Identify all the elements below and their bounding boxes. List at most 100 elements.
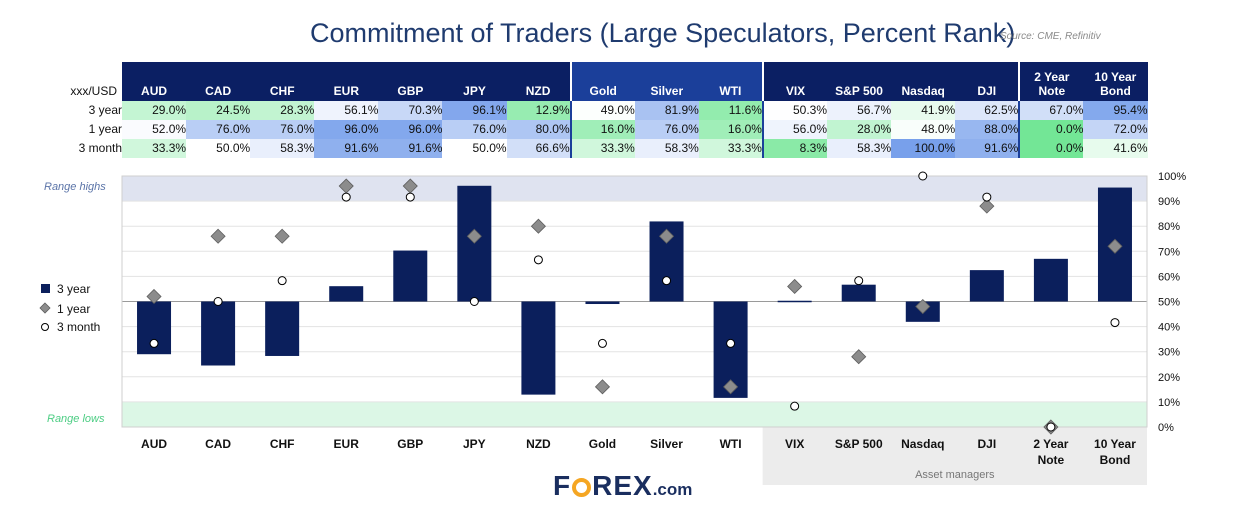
table-cell: 80.0%	[506, 120, 571, 139]
column-header: Nasdaq	[891, 62, 956, 101]
table-cell: 29.0%	[122, 101, 187, 120]
y-tick-label: 40%	[1158, 322, 1180, 334]
x-tick-label: Silver	[650, 437, 683, 451]
marker-3-month	[726, 338, 736, 348]
table-cell: 62.5%	[955, 101, 1020, 120]
x-tick-label: Nasdaq	[901, 437, 944, 451]
range-lows-label: Range lows	[47, 413, 105, 425]
asset-managers-label: Asset managers	[915, 469, 995, 481]
marker-3-month	[662, 276, 672, 286]
table-cell: 76.0%	[634, 120, 699, 139]
x-tick-label: EUR	[334, 437, 360, 451]
forex-logo: F REX.com	[553, 470, 693, 501]
row-label: 1 year	[88, 122, 122, 136]
marker-1-year	[146, 288, 162, 305]
bar-3-year	[201, 301, 236, 366]
table-cell: 96.0%	[378, 120, 443, 139]
table-cell: 70.3%	[378, 101, 443, 120]
x-tick-label: 10 Year	[1094, 437, 1136, 451]
y-tick-label: 100%	[1158, 171, 1186, 183]
column-header: WTI	[698, 62, 763, 101]
y-tick-label: 0%	[1158, 422, 1174, 434]
marker-3-month	[277, 276, 287, 286]
bar-3-year	[777, 300, 812, 303]
table-cell: 76.0%	[442, 120, 507, 139]
chart-title: Commitment of Traders (Large Speculators…	[310, 18, 1016, 48]
legend-swatch-3-month	[41, 323, 49, 331]
table-cell: 56.0%	[761, 120, 828, 139]
marker-3-month	[149, 338, 159, 348]
marker-3-month	[405, 192, 415, 202]
table-cell: 66.6%	[506, 139, 571, 158]
marker-1-year	[530, 218, 546, 234]
table-cell: 8.3%	[761, 139, 828, 158]
y-tick-label: 30%	[1158, 347, 1180, 359]
bar-3-year	[329, 286, 364, 302]
column-header: DJI	[955, 62, 1020, 101]
column-header: Gold	[569, 62, 635, 101]
table-row: 1 year 52.0% 76.0% 76.0% 96.0% 96.0% 76.0% 80.0…	[64, 120, 1148, 139]
marker-1-year	[915, 298, 931, 315]
marker-1-year	[787, 278, 803, 295]
table-cell: 88.0%	[955, 120, 1020, 139]
marker-1-year	[594, 379, 611, 395]
table-cell: 96.1%	[442, 101, 507, 120]
marker-1-year	[723, 379, 739, 395]
x-tick-label: WTI	[720, 437, 742, 451]
table-corner-label: xxx/USD	[64, 62, 122, 101]
marker-3-month	[790, 401, 800, 411]
table-cell: 56.1%	[314, 101, 379, 120]
column-header: GBP	[378, 62, 443, 101]
table-cell: 33.3%	[122, 139, 187, 158]
bar-3-year	[393, 250, 428, 302]
marker-3-month	[469, 297, 479, 306]
x-tick-label: Note	[1038, 453, 1065, 467]
table-cell: 49.0%	[569, 101, 635, 120]
range-highs-band	[122, 176, 1147, 202]
x-tick-label: Bond	[1100, 453, 1131, 467]
table-cell: 41.6%	[1083, 139, 1148, 158]
table-cell: 16.0%	[698, 120, 763, 139]
bar-3-year	[1033, 258, 1068, 302]
column-header: EUR	[314, 62, 379, 101]
marker-3-month	[1046, 422, 1056, 432]
column-header: 2 Year Note	[1018, 62, 1084, 101]
column-header: VIX	[761, 62, 828, 101]
table-cell: 58.3%	[634, 139, 699, 158]
legend-label: 1 year	[57, 302, 90, 316]
marker-1-year	[658, 228, 675, 244]
legend-label: 3 month	[57, 320, 100, 334]
table-cell: 50.0%	[186, 139, 251, 158]
table-cell: 28.0%	[827, 120, 892, 139]
table-cell: 96.0%	[314, 120, 379, 139]
marker-1-year	[210, 228, 226, 244]
bar-3-year	[265, 301, 300, 356]
bar-3-year	[841, 284, 876, 302]
table-cell: 50.3%	[761, 101, 828, 120]
x-tick-label: S&P 500	[835, 437, 883, 451]
asset-managers-group-bg	[762, 427, 1147, 485]
table-cell: 76.0%	[186, 120, 251, 139]
column-header: Silver	[634, 62, 699, 101]
table-cell: 95.4%	[1083, 101, 1148, 120]
x-tick-label: JPY	[463, 437, 486, 451]
table-cell: 67.0%	[1018, 101, 1084, 120]
table-cell: 33.3%	[569, 139, 635, 158]
column-header: NZD	[506, 62, 571, 101]
column-header: S&P 500	[827, 62, 892, 101]
column-header: JPY	[442, 62, 507, 101]
bar-3-year	[969, 270, 1004, 302]
marker-1-year	[851, 349, 867, 365]
table-cell: 28.3%	[250, 101, 315, 120]
row-label: 3 month	[78, 141, 122, 155]
column-header: CHF	[250, 62, 315, 101]
x-tick-label: CAD	[205, 437, 231, 451]
marker-3-month	[533, 255, 543, 265]
y-tick-label: 20%	[1158, 372, 1180, 384]
table-row: 3 month 33.3% 50.0% 58.3% 91.6% 91.6% 50.0% 66.…	[64, 139, 1148, 158]
y-tick-label: 50%	[1158, 297, 1180, 309]
x-tick-label: DJI	[978, 437, 997, 451]
table-cell: 91.6%	[378, 139, 443, 158]
y-tick-label: 70%	[1158, 246, 1180, 258]
